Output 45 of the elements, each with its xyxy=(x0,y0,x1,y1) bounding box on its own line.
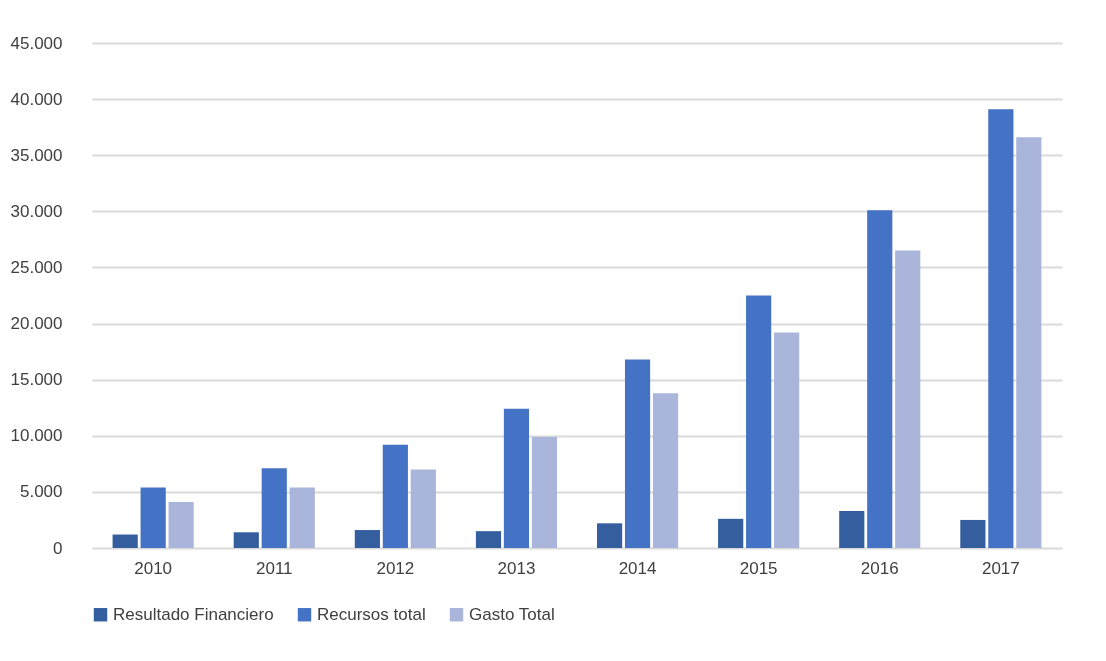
y-tick-label: 35.000 xyxy=(10,145,63,165)
y-tick-label: 0 xyxy=(53,538,63,558)
bar xyxy=(624,359,651,548)
x-tick-label: 2017 xyxy=(981,558,1020,578)
y-tick-label: 25.000 xyxy=(10,257,63,277)
x-tick-label: 2012 xyxy=(376,558,415,578)
y-tick-label: 20.000 xyxy=(10,314,63,334)
bar xyxy=(410,469,436,548)
bar xyxy=(503,408,530,548)
y-tick-label: 10.000 xyxy=(10,426,63,446)
x-tick-label: 2014 xyxy=(618,558,657,578)
bar xyxy=(261,468,287,548)
bar xyxy=(596,523,623,548)
bar xyxy=(960,519,986,548)
bar xyxy=(652,393,679,548)
x-tick-label: 2015 xyxy=(739,558,778,578)
legend-label: Gasto Total xyxy=(469,604,555,624)
bar xyxy=(774,332,800,548)
bar xyxy=(867,210,893,548)
y-tick-label: 15.000 xyxy=(10,370,63,390)
bar xyxy=(140,487,166,548)
y-tick-label: 30.000 xyxy=(10,201,63,221)
bar xyxy=(895,250,921,548)
bar xyxy=(718,518,744,548)
bar xyxy=(354,530,380,548)
bar xyxy=(1016,137,1042,548)
x-tick-label: 2011 xyxy=(255,558,293,578)
bar xyxy=(475,531,502,548)
bar xyxy=(168,501,194,548)
bar xyxy=(531,436,558,548)
bar xyxy=(746,295,772,548)
bar xyxy=(112,534,138,548)
bar xyxy=(988,109,1014,548)
bar xyxy=(839,510,865,548)
y-tick-label: 40.000 xyxy=(10,89,63,109)
bar xyxy=(382,444,408,548)
x-tick-label: 2010 xyxy=(134,558,173,578)
legend-label: Recursos total xyxy=(317,604,426,624)
y-tick-label: 45.000 xyxy=(10,33,63,53)
y-tick-label: 5.000 xyxy=(19,482,63,502)
legend-label: Resultado Financiero xyxy=(113,604,274,624)
x-tick-label: 2016 xyxy=(860,558,899,578)
bar xyxy=(289,487,315,548)
bar xyxy=(233,532,259,548)
x-tick-label: 2013 xyxy=(497,558,536,578)
